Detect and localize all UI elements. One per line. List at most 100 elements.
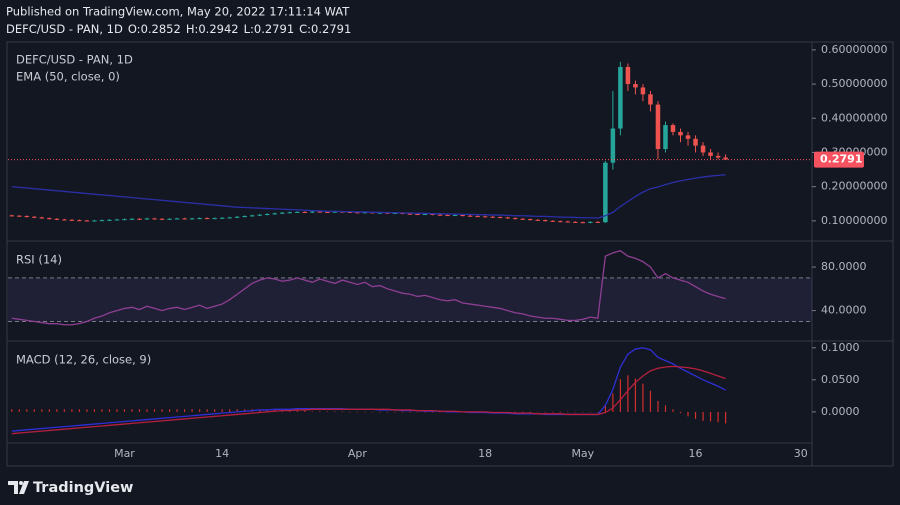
histogram-bar	[56, 409, 58, 412]
candle-body	[603, 162, 608, 223]
x-tick-label: Mar	[114, 447, 135, 460]
histogram-bar	[138, 409, 141, 412]
candle-body	[317, 211, 323, 213]
candle-body	[174, 218, 180, 220]
histogram-bar	[48, 409, 50, 412]
histogram-bar	[514, 411, 516, 413]
histogram-bar	[364, 411, 366, 413]
candle-body	[332, 211, 338, 213]
candle-body	[144, 218, 150, 220]
histogram-bar	[687, 411, 689, 417]
candle-body	[152, 218, 157, 220]
histogram-bar	[63, 409, 65, 412]
histogram-bar	[702, 411, 704, 421]
histogram-bar	[582, 411, 584, 413]
histogram-bar	[311, 411, 313, 412]
candle-body	[648, 94, 653, 105]
histogram-bar	[409, 411, 411, 413]
ohlc-label: C:	[299, 22, 311, 36]
histogram-bar	[229, 409, 231, 412]
histogram-bar	[334, 411, 336, 412]
candle-body	[490, 216, 495, 218]
candle-body	[467, 215, 473, 217]
histogram-bar	[604, 404, 606, 412]
symbol: DEFC/USD - PAN, 1D	[6, 22, 123, 36]
y-tick-label: 0.60000000	[821, 43, 887, 56]
y-tick-label: 80.0000	[821, 260, 867, 273]
histogram-bar	[371, 411, 374, 413]
histogram-bar	[146, 409, 148, 412]
candle-body	[69, 219, 75, 221]
candle-body	[505, 217, 510, 219]
logo-icon	[19, 481, 29, 494]
histogram-bar	[672, 409, 674, 412]
candle-body	[430, 214, 435, 216]
candle-body	[249, 215, 255, 217]
candle-body	[527, 219, 533, 221]
histogram-bar	[529, 411, 531, 413]
y-tick-label: 0.0500	[821, 373, 860, 386]
histogram-bar	[101, 409, 103, 412]
legend-entry: EMA (50, close, 0)	[16, 70, 120, 84]
histogram-bar	[214, 409, 216, 412]
candle-body	[475, 216, 480, 218]
candle-body	[535, 219, 540, 221]
series-line	[11, 365, 726, 435]
candle-body	[723, 157, 728, 160]
candle-body	[708, 152, 713, 156]
candle-body	[355, 212, 360, 214]
histogram-bar	[356, 411, 359, 413]
ohlc-value: 0.2791	[311, 22, 351, 36]
x-tick-label: 16	[689, 447, 703, 460]
y-tick-label: 0.1000	[821, 341, 860, 354]
candle-body	[460, 215, 465, 217]
candle-body	[715, 155, 721, 158]
histogram-bar	[559, 411, 561, 413]
histogram-bar	[161, 409, 163, 412]
candle-body	[54, 218, 60, 220]
histogram-bar	[694, 411, 697, 419]
candle-body	[565, 221, 571, 223]
histogram-bar	[131, 409, 133, 412]
histogram-bar	[326, 411, 328, 412]
histogram-bar	[71, 409, 73, 412]
x-tick-label: 30	[794, 447, 808, 460]
histogram-bar	[41, 409, 43, 412]
histogram-bar	[619, 379, 621, 412]
histogram-bar	[296, 410, 298, 412]
y-tick-label: 40.0000	[821, 304, 867, 317]
candle-body	[227, 217, 232, 219]
histogram-bar	[401, 411, 404, 413]
histogram-bar	[123, 409, 126, 412]
candle-body	[347, 211, 353, 213]
histogram-bar	[642, 383, 644, 412]
published-note: Published on TradingView.com, May 20, 20…	[6, 5, 350, 19]
histogram-bar	[657, 400, 659, 412]
x-tick-label: Apr	[348, 447, 368, 460]
histogram-bar	[26, 409, 28, 412]
histogram-bar	[537, 411, 539, 413]
candle-body	[618, 66, 623, 129]
histogram-bar	[664, 405, 667, 412]
candle-body	[107, 219, 112, 221]
histogram-bar	[191, 409, 193, 412]
candle-body	[272, 213, 278, 215]
candle-body	[362, 212, 368, 214]
candle-body	[512, 218, 518, 220]
pane-title: MACD (12, 26, close, 9)	[16, 353, 151, 367]
candle-body	[520, 218, 525, 220]
candle-body	[655, 104, 661, 150]
candle-body	[47, 218, 52, 220]
histogram-bar	[597, 411, 599, 413]
candle-body	[415, 214, 420, 216]
ohlc-label: H:	[186, 22, 199, 36]
histogram-bar	[176, 409, 178, 412]
histogram-bar	[33, 409, 35, 412]
candle-body	[62, 219, 67, 221]
candle-body	[700, 145, 706, 153]
ohlc-label: O:	[128, 22, 141, 36]
candle-body	[310, 211, 315, 213]
candle-body	[325, 211, 330, 213]
